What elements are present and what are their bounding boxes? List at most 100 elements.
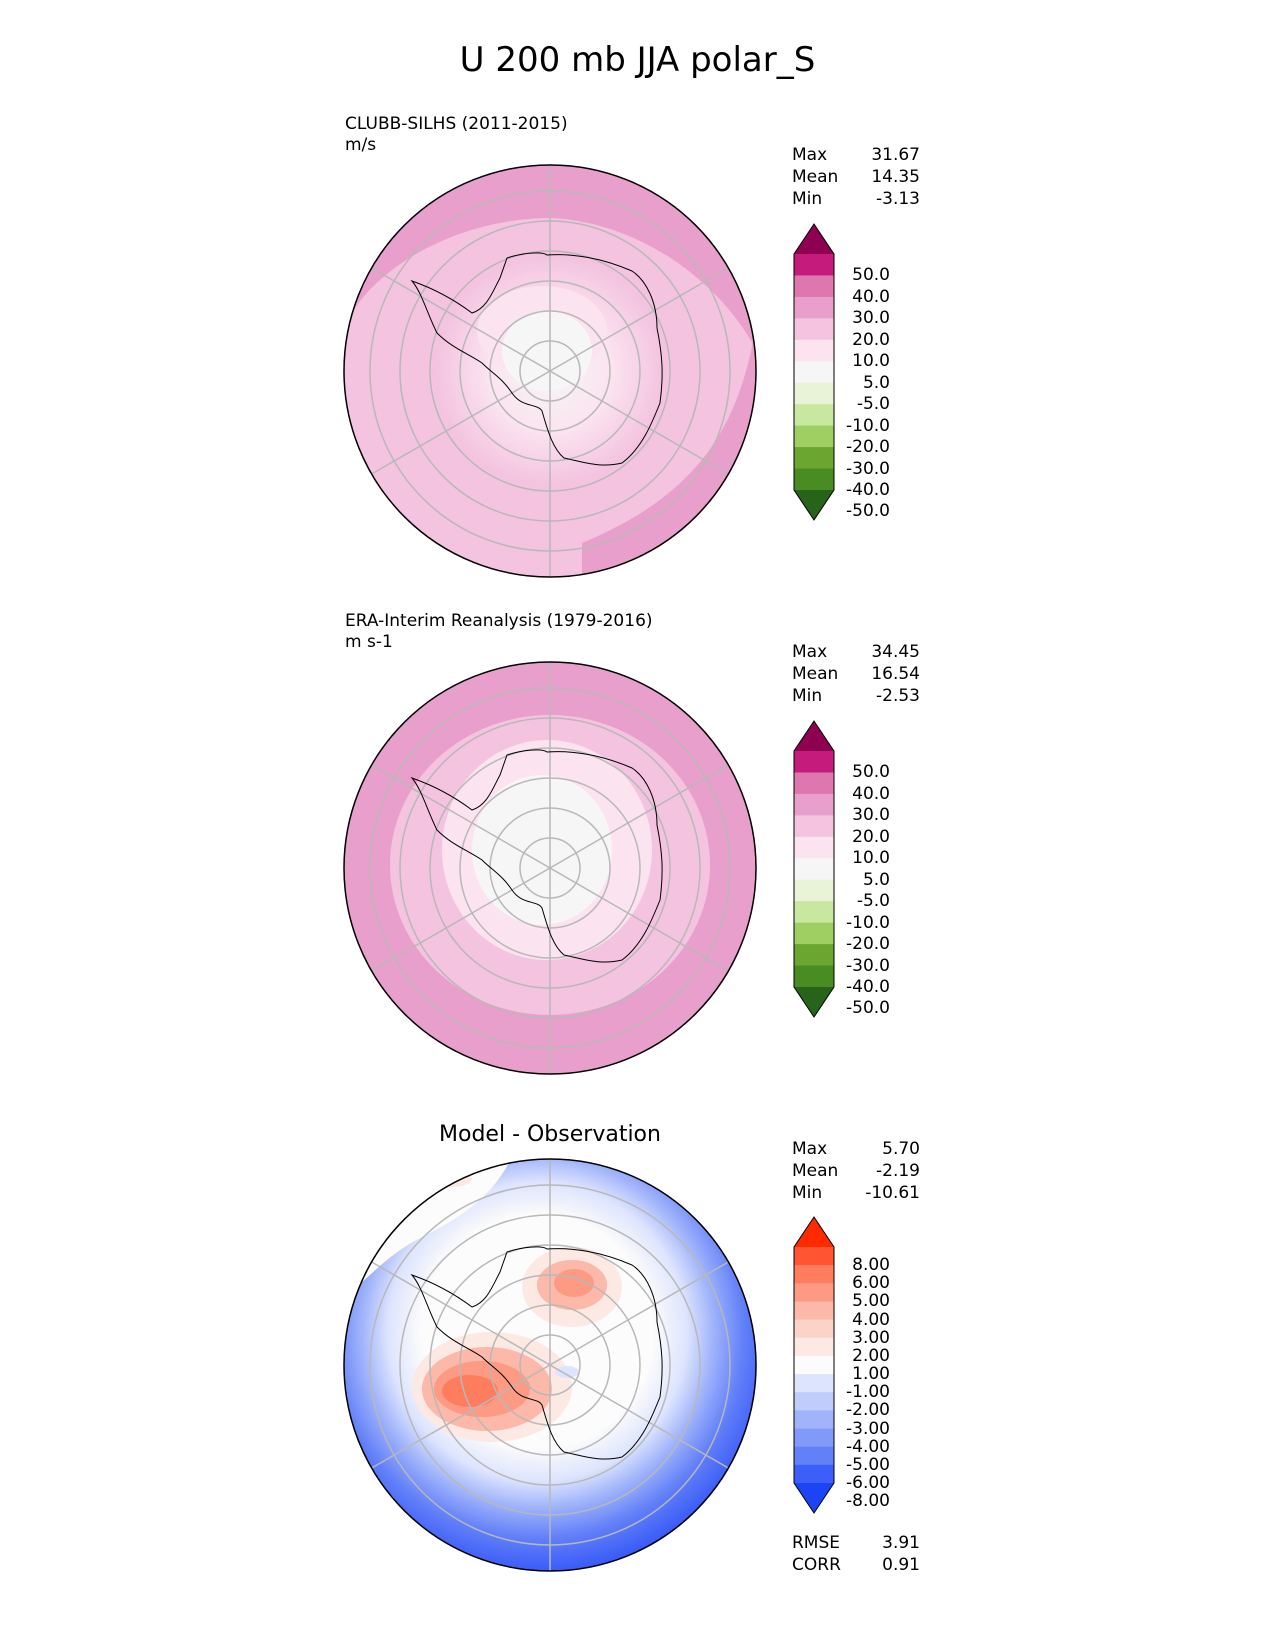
- antarctica-coastline: [410, 749, 663, 963]
- colorbar-tick-label: -30.0: [846, 458, 890, 479]
- stat-value: 0.91: [882, 1555, 920, 1575]
- colorbar-tick-label: 2.00: [852, 1345, 890, 1366]
- panel-diff-stats: Max 5.70 Mean -2.19 Min -10.61: [792, 1138, 920, 1204]
- colorbar-tick-label: -20.0: [846, 437, 890, 458]
- colorbar-extend-top: [794, 224, 834, 254]
- colorbar-segment: [794, 944, 834, 967]
- stat-value: 5.70: [882, 1139, 920, 1159]
- figure-title: U 200 mb JJA polar_S: [459, 40, 816, 80]
- colorbar-segment: [794, 1355, 834, 1375]
- colorbar-outline: [793, 720, 835, 1018]
- stat-label: Mean: [792, 664, 839, 684]
- colorbar-segment: [794, 339, 834, 362]
- colorbar-segment: [794, 836, 834, 859]
- panel-obs-map: [343, 661, 757, 1075]
- colorbar-segment: [794, 858, 834, 881]
- colorbar-segment: [794, 1319, 834, 1339]
- colorbar-tick-label: 20.0: [852, 329, 890, 350]
- colorbar-tick-label: -40.0: [846, 480, 890, 500]
- colorbar-outline: [793, 1216, 835, 1514]
- colorbar-segment: [794, 275, 834, 298]
- colorbar-tick-label: -10.0: [846, 415, 890, 436]
- stat-label: Max: [792, 642, 828, 662]
- colorbar-segment: [794, 1464, 834, 1484]
- stat-label: Min: [792, 1183, 823, 1203]
- colorbar-tick-label: 50.0: [852, 265, 890, 286]
- colorbar-tick-label: 10.0: [852, 351, 890, 372]
- stat-value: 31.67: [871, 145, 920, 165]
- stat-value: -2.53: [876, 686, 920, 706]
- stat-label: Min: [792, 686, 823, 706]
- colorbar-tick-label: -40.0: [846, 977, 890, 997]
- panel-diff-colorbar-labels: 8.00 6.00 5.00 4.00 3.00 2.00 1.00 -1.00 -2.00 -3…: [830, 1217, 890, 1513]
- stat-value: 34.45: [871, 642, 920, 662]
- colorbar-segment: [794, 1301, 834, 1321]
- colorbar-tick-label: -30.0: [846, 955, 890, 976]
- colorbar-extend-top: [794, 1217, 834, 1247]
- colorbar-tick-label: -10.0: [846, 912, 890, 933]
- colorbar-tick-label: -5.0: [856, 394, 890, 415]
- colorbar-segment: [794, 815, 834, 838]
- colorbar-tick-label: 10.0: [852, 848, 890, 869]
- colorbar-tick-label: -3.00: [846, 1418, 890, 1439]
- colorbar-tick-label: 50.0: [852, 762, 890, 783]
- stat-label: Mean: [792, 167, 839, 187]
- colorbar-segment: [794, 965, 834, 988]
- colorbar-segment: [794, 1247, 834, 1266]
- stat-value: -10.61: [865, 1183, 920, 1203]
- stat-value: 16.54: [871, 664, 920, 684]
- colorbar-tick-label: 30.0: [852, 308, 890, 329]
- panel-model-map: [343, 164, 757, 578]
- antarctica-coastline: [410, 1246, 663, 1460]
- colorbar-tick-label: 40.0: [852, 286, 890, 307]
- colorbar-segment: [794, 879, 834, 902]
- colorbar-segment: [794, 254, 834, 276]
- colorbar-segment: [794, 901, 834, 924]
- colorbar-tick-label: -5.0: [856, 891, 890, 912]
- panel-obs-units: m s-1: [345, 632, 393, 652]
- colorbar-segment: [794, 468, 834, 491]
- colorbar-segment: [794, 772, 834, 795]
- colorbar-extend-bottom: [794, 490, 834, 520]
- colorbar-extend-bottom: [794, 987, 834, 1017]
- colorbar-segment: [794, 751, 834, 773]
- colorbar-extend-top: [794, 721, 834, 751]
- stat-label: Mean: [792, 1161, 839, 1181]
- colorbar-tick-label: 6.00: [852, 1273, 890, 1294]
- stat-value: -2.19: [876, 1161, 920, 1181]
- colorbar-segment: [794, 447, 834, 470]
- colorbar-segment: [794, 404, 834, 427]
- stat-value: 3.91: [882, 1533, 920, 1553]
- colorbar-tick-label: 5.0: [862, 372, 890, 393]
- colorbar-tick-label: 30.0: [852, 805, 890, 826]
- colorbar-tick-label: 40.0: [852, 783, 890, 804]
- colorbar-outline: [793, 223, 835, 521]
- colorbar-tick-label: 8.00: [852, 1255, 890, 1276]
- colorbar-segment: [794, 382, 834, 405]
- stat-label: Max: [792, 1139, 828, 1159]
- colorbar-tick-label: 3.00: [852, 1327, 890, 1348]
- colorbar-extend-bottom: [794, 1483, 834, 1513]
- panel-model-colorbar: [793, 223, 835, 521]
- colorbar-tick-label: -20.0: [846, 934, 890, 955]
- panel-obs-colorbar: [793, 720, 835, 1018]
- colorbar-tick-label: -5.00: [846, 1454, 890, 1475]
- panel-model-units: m/s: [345, 135, 377, 155]
- colorbar-tick-label: 4.00: [852, 1309, 890, 1330]
- colorbar-segment: [794, 318, 834, 341]
- colorbar-segment: [794, 1265, 834, 1284]
- colorbar-segment: [794, 1283, 834, 1302]
- colorbar-tick-label: -2.00: [846, 1400, 890, 1421]
- stat-label: Max: [792, 145, 828, 165]
- colorbar-segment: [794, 425, 834, 448]
- colorbar-segment: [794, 922, 834, 945]
- colorbar-tick-label: -50.0: [846, 998, 890, 1019]
- stat-label: Min: [792, 189, 823, 209]
- colorbar-tick-label: 20.0: [852, 826, 890, 847]
- colorbar-tick-label: 5.00: [852, 1291, 890, 1312]
- panel-model-stats: Max 31.67 Mean 14.35 Min -3.13: [792, 144, 920, 210]
- colorbar-segment: [794, 361, 834, 384]
- stat-label: RMSE: [792, 1533, 841, 1553]
- colorbar-segment: [794, 1392, 834, 1411]
- colorbar-tick-label: 5.0: [862, 869, 890, 890]
